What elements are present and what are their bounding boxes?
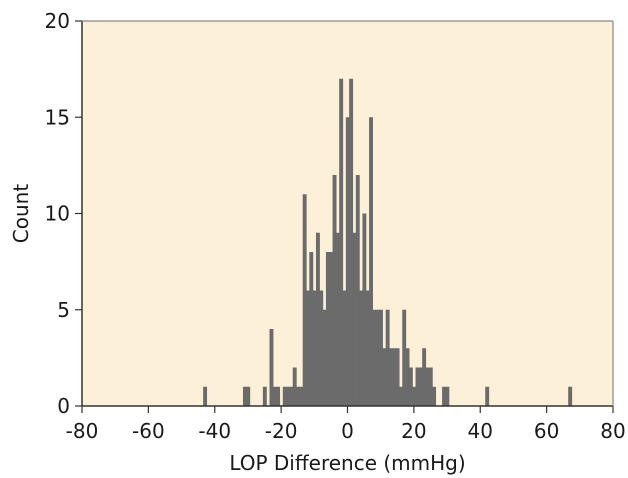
ticks-layer: -80 -60 -40 -20 0 20 40 60 80 0 5 10 15 20 bbox=[45, 9, 626, 443]
histogram-bar bbox=[445, 386, 450, 406]
histogram-bar bbox=[418, 367, 423, 406]
histogram-bar bbox=[485, 386, 490, 406]
histogram-bar bbox=[442, 386, 446, 406]
histogram-bar bbox=[395, 348, 400, 406]
histogram-bar bbox=[302, 194, 307, 406]
histogram-bar bbox=[392, 348, 397, 406]
histogram-bar bbox=[286, 386, 291, 406]
histogram-bar bbox=[345, 117, 350, 406]
histogram-bar bbox=[379, 309, 383, 406]
histogram-bar bbox=[315, 232, 320, 406]
histogram-bar bbox=[335, 232, 340, 406]
histogram-bar bbox=[272, 386, 277, 406]
histogram-bar bbox=[412, 386, 417, 406]
histogram-bar bbox=[425, 367, 430, 406]
histogram-bar bbox=[269, 329, 274, 406]
y-tick-label: 10 bbox=[45, 202, 70, 226]
x-tick-label: -40 bbox=[198, 419, 231, 443]
histogram-bar bbox=[398, 386, 403, 406]
histogram-bar bbox=[306, 290, 310, 406]
histogram-bar bbox=[329, 252, 334, 406]
histogram-bar bbox=[388, 348, 393, 406]
x-tick-label: 80 bbox=[600, 419, 625, 443]
y-tick-label: 15 bbox=[45, 105, 70, 129]
x-tick-label: -20 bbox=[265, 419, 298, 443]
histogram-bar bbox=[325, 252, 330, 406]
histogram-bar bbox=[292, 367, 297, 406]
histogram-bar bbox=[299, 386, 304, 406]
histogram-bar bbox=[289, 386, 294, 406]
histogram-bar bbox=[203, 386, 208, 406]
histogram-bar bbox=[362, 213, 367, 406]
histogram-bar bbox=[408, 367, 413, 406]
histogram-bar bbox=[568, 386, 573, 406]
y-tick-label: 5 bbox=[57, 298, 70, 322]
histogram-bar bbox=[432, 386, 437, 406]
histogram-bar bbox=[355, 175, 360, 406]
histogram-bar bbox=[372, 309, 377, 406]
x-tick-label: 40 bbox=[468, 419, 493, 443]
histogram-bar bbox=[422, 348, 427, 406]
x-tick-label: 0 bbox=[341, 419, 354, 443]
histogram-bar bbox=[319, 290, 324, 406]
x-tick-label: -60 bbox=[132, 419, 165, 443]
histogram-bar bbox=[339, 78, 344, 406]
histogram-bar bbox=[242, 386, 247, 406]
histogram-bar bbox=[349, 78, 354, 406]
histogram-bar bbox=[322, 309, 327, 406]
histogram-bar bbox=[385, 309, 390, 406]
histogram-bar bbox=[262, 386, 267, 406]
histogram-bar bbox=[428, 367, 433, 406]
histogram-bar bbox=[369, 117, 373, 406]
bars-layer bbox=[203, 78, 573, 406]
x-tick-label: -80 bbox=[66, 419, 99, 443]
histogram-bar bbox=[342, 290, 347, 406]
histogram-bar bbox=[332, 175, 337, 406]
x-tick-label: 60 bbox=[534, 419, 559, 443]
y-axis-title: Count bbox=[9, 184, 33, 244]
histogram-bar bbox=[282, 386, 287, 406]
x-tick-label: 20 bbox=[401, 419, 426, 443]
histogram-bar bbox=[276, 386, 281, 406]
histogram-bar bbox=[402, 309, 407, 406]
x-axis-title: LOP Difference (mmHg) bbox=[229, 451, 465, 475]
y-tick-label: 20 bbox=[45, 9, 70, 33]
histogram-bar bbox=[405, 348, 410, 406]
histogram-bar bbox=[296, 386, 300, 406]
y-tick-label: 0 bbox=[57, 394, 70, 418]
histogram-bar bbox=[365, 290, 370, 406]
histogram-bar bbox=[352, 232, 357, 406]
histogram-bar bbox=[359, 290, 364, 406]
histogram-bar bbox=[246, 386, 251, 406]
histogram-bar bbox=[312, 290, 317, 406]
histogram-bar bbox=[415, 367, 420, 406]
histogram-bar bbox=[382, 348, 387, 406]
histogram-bar bbox=[309, 252, 314, 406]
histogram-bar bbox=[375, 309, 380, 406]
